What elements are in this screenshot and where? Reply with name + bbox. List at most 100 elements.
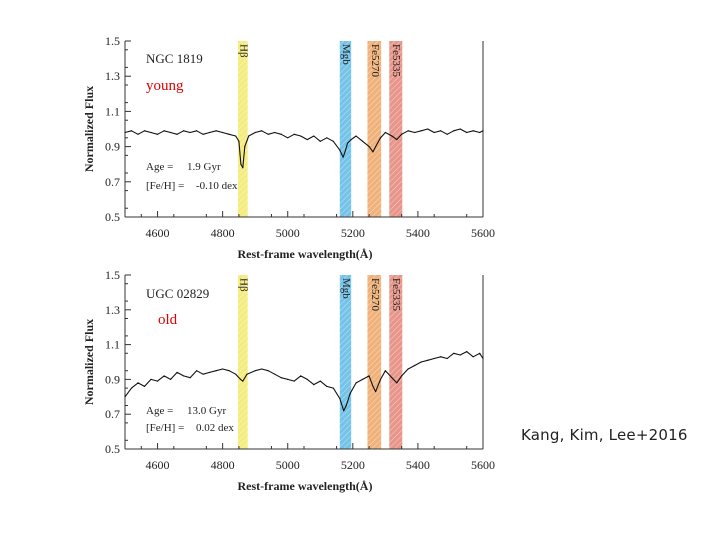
spectrum-point bbox=[228, 133, 230, 135]
spectrum-point bbox=[368, 146, 370, 148]
band-label-2: Fe5270 bbox=[369, 278, 381, 312]
spectrum-point bbox=[433, 357, 435, 360]
feh-value: -0.10 dex bbox=[196, 180, 238, 192]
spectrum-point bbox=[479, 352, 481, 354]
spectrum-point bbox=[446, 133, 448, 135]
spectrum-point bbox=[459, 128, 461, 130]
spectrum-point bbox=[355, 135, 357, 137]
band-hatch-2 bbox=[367, 275, 382, 449]
spectrum-point bbox=[440, 130, 442, 132]
spectrum-point bbox=[156, 133, 159, 135]
y-tick-label-2: 0.9 bbox=[105, 372, 120, 386]
spectrum-point bbox=[267, 133, 269, 135]
spectrum-point bbox=[287, 378, 289, 380]
spectrum-point bbox=[274, 373, 276, 375]
y-tick-label-1: 0.7 bbox=[105, 407, 120, 421]
x-tick-label-2: 5000 bbox=[276, 226, 300, 240]
spectrum-point bbox=[339, 397, 341, 400]
spectrum-point bbox=[202, 373, 204, 375]
spectrum-point bbox=[350, 138, 352, 141]
spectrum-point bbox=[215, 130, 217, 132]
x-tick-label-1: 4800 bbox=[211, 458, 235, 472]
spectrum-point bbox=[293, 380, 295, 382]
spectrum-point bbox=[349, 392, 351, 394]
age-label: Age = bbox=[146, 161, 173, 173]
spectrum-point bbox=[244, 146, 246, 148]
spectrum-point bbox=[332, 387, 334, 389]
y-axis-label: Normalized Flux bbox=[82, 319, 96, 405]
spectrum-point bbox=[143, 385, 146, 387]
spectrum-point bbox=[396, 138, 398, 141]
spectrum-point bbox=[254, 370, 256, 372]
y-tick-label-3: 1.1 bbox=[105, 338, 120, 352]
spectrum-point bbox=[414, 131, 416, 134]
spectrum-point bbox=[169, 378, 172, 380]
spectrum-point bbox=[319, 380, 321, 382]
band-label-3: Fe5335 bbox=[390, 44, 402, 78]
spectrum-point bbox=[414, 364, 416, 367]
age-value: 1.9 Gyr bbox=[187, 161, 221, 173]
y-tick-label-2: 0.9 bbox=[105, 140, 120, 154]
spectrum-point bbox=[293, 133, 295, 135]
spectrum-point bbox=[274, 131, 276, 134]
x-tick-label-5: 5600 bbox=[471, 226, 495, 240]
spectrum-point bbox=[143, 130, 146, 132]
spectrum-point bbox=[189, 377, 191, 379]
spectrum-point bbox=[228, 370, 230, 372]
spectrum-point bbox=[137, 382, 139, 384]
spectrum-point bbox=[347, 142, 349, 144]
spectrum-point bbox=[407, 368, 409, 370]
spectrum-point bbox=[235, 373, 237, 375]
y-axis-label: Normalized Flux bbox=[82, 86, 96, 172]
spectrum-point bbox=[261, 368, 263, 370]
spectrum-point bbox=[313, 135, 315, 137]
x-tick-label-1: 4800 bbox=[211, 226, 235, 240]
age-tag-old: old bbox=[158, 312, 178, 328]
spectrum-point bbox=[261, 130, 263, 132]
spectrum-point bbox=[176, 371, 178, 374]
spectrum-point bbox=[391, 377, 393, 379]
spectrum-point bbox=[182, 375, 185, 377]
spectrum-point bbox=[379, 378, 382, 380]
spectrum-point bbox=[391, 135, 393, 137]
spectrum-point bbox=[466, 350, 468, 353]
spectrum-point bbox=[163, 375, 165, 377]
spectrum-point bbox=[196, 370, 198, 372]
y-tick-label-4: 1.3 bbox=[105, 303, 120, 317]
chart-panel-old: Hβ Mgb Fe5270 Fe5335 0.5 0.7 0.9 1.1 1.3 1.5 4600 4… bbox=[82, 268, 495, 493]
band-label-0: Hβ bbox=[237, 44, 249, 58]
band-label-1: Mgb bbox=[340, 278, 352, 299]
y-tick-label-4: 1.3 bbox=[105, 69, 120, 83]
spectrum-point bbox=[427, 359, 429, 361]
spectrum-point bbox=[433, 131, 435, 134]
band-hatch-3 bbox=[389, 275, 403, 449]
spectrum-point bbox=[156, 380, 159, 382]
spectrum-point bbox=[242, 380, 244, 382]
spectrum-point bbox=[420, 361, 422, 363]
feh-label: [Fe/H] = bbox=[146, 422, 184, 434]
feh-label: [Fe/H] = bbox=[146, 180, 184, 192]
x-axis-label: Rest-frame wavelength(Å) bbox=[238, 479, 373, 493]
x-tick-label-3: 5200 bbox=[341, 458, 365, 472]
spectrum-point bbox=[246, 373, 248, 375]
spectrum-point bbox=[453, 130, 455, 132]
spectrum-point bbox=[163, 130, 165, 132]
spectrum-point bbox=[124, 396, 126, 398]
spectrum-point bbox=[202, 133, 204, 135]
spectrum-point bbox=[130, 387, 133, 389]
y-tick-label-0: 0.5 bbox=[105, 442, 120, 456]
spectrum-point bbox=[287, 137, 289, 139]
galaxy-name: UGC 02829 bbox=[146, 286, 209, 301]
spectrum-point bbox=[222, 368, 224, 370]
spectrum-point bbox=[472, 130, 474, 132]
spectrum-point bbox=[361, 378, 364, 380]
spectrum-line-0 bbox=[124, 128, 484, 169]
spectrum-point bbox=[319, 140, 321, 142]
spectrum-point bbox=[396, 382, 398, 384]
spectrum-point bbox=[453, 352, 455, 354]
x-tick-label-5: 5600 bbox=[471, 458, 495, 472]
band-label-0: Hβ bbox=[237, 278, 249, 292]
spectrum-point bbox=[384, 131, 386, 134]
x-tick-label-4: 5400 bbox=[406, 226, 430, 240]
